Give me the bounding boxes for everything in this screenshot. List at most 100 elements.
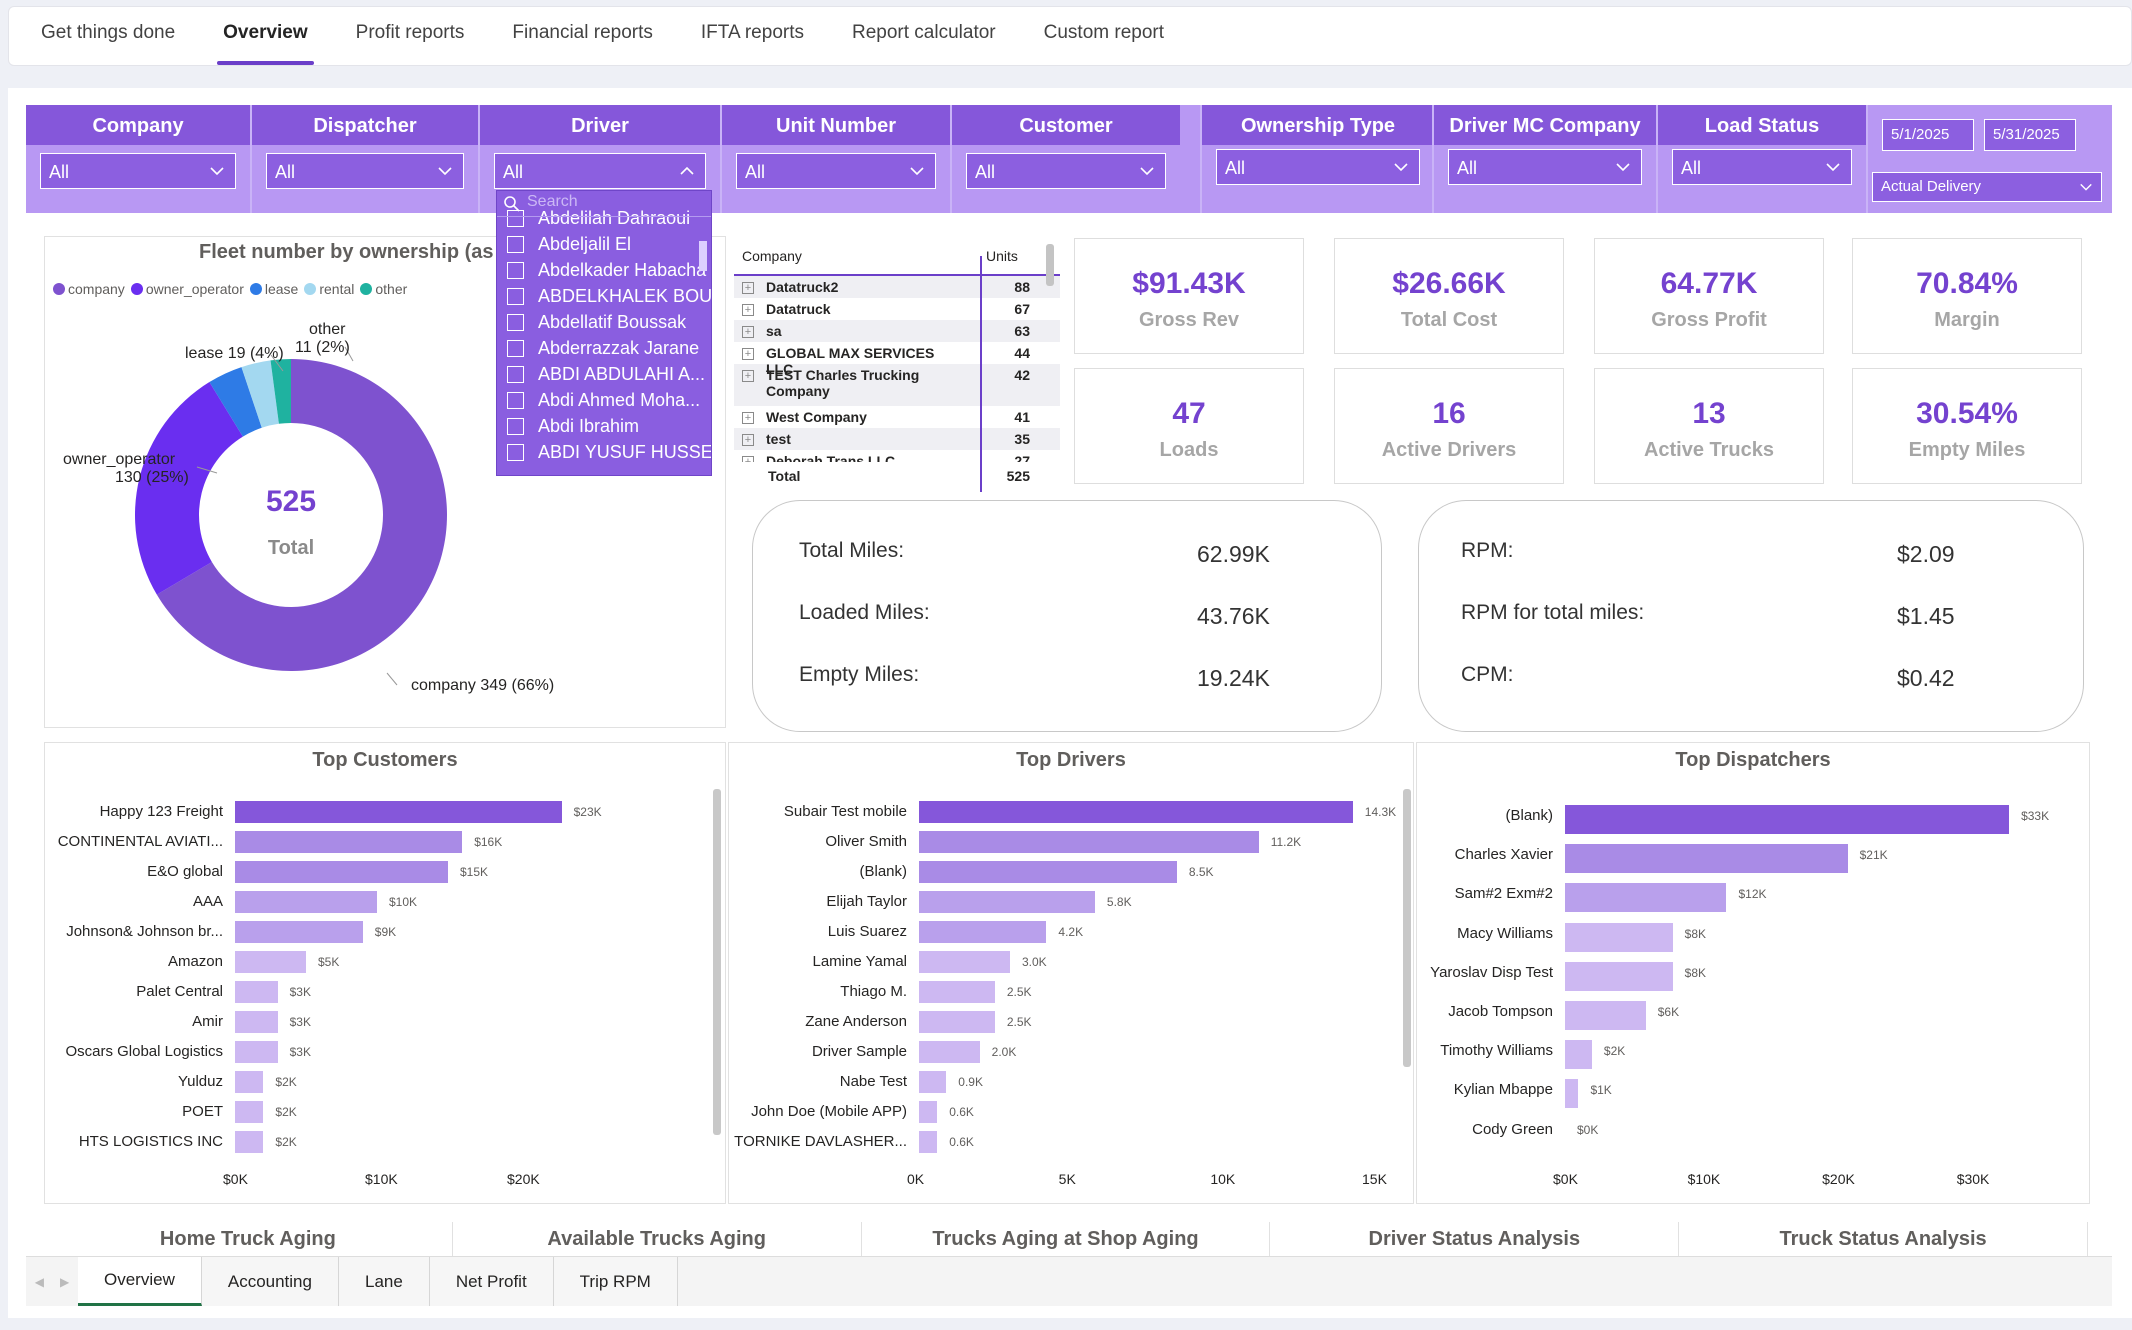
- date-type-select[interactable]: Actual Delivery: [1872, 172, 2102, 202]
- checkbox[interactable]: [507, 443, 524, 461]
- bar[interactable]: [919, 831, 1259, 853]
- bar[interactable]: [235, 861, 448, 883]
- bar[interactable]: [1565, 1001, 1646, 1030]
- bar[interactable]: [919, 891, 1095, 913]
- bar[interactable]: [919, 1101, 938, 1123]
- table-row[interactable]: + Datatruck2 88: [734, 276, 1060, 298]
- driver-option[interactable]: Abdelilah Dahraoui: [497, 205, 711, 231]
- table-row[interactable]: + West Company 41: [734, 406, 1060, 428]
- checkbox[interactable]: [507, 313, 524, 331]
- company-filter-select[interactable]: All: [40, 153, 236, 189]
- driver-option[interactable]: Abderrazzak Jarane: [497, 335, 711, 361]
- page-tab-net-profit[interactable]: Net Profit: [429, 1257, 554, 1306]
- table-scrollbar[interactable]: [1046, 244, 1054, 286]
- donut-slice-other[interactable]: [270, 359, 291, 424]
- ownership-filter-select[interactable]: All: [1216, 149, 1420, 185]
- status-filter-select[interactable]: All: [1672, 149, 1852, 185]
- checkbox[interactable]: [507, 391, 524, 409]
- donut-slice-lease[interactable]: [209, 367, 262, 437]
- customer-filter-select[interactable]: All: [966, 153, 1166, 189]
- page-tab-lane[interactable]: Lane: [338, 1257, 430, 1306]
- checkbox[interactable]: [507, 287, 524, 305]
- expand-plus-icon[interactable]: +: [742, 370, 754, 382]
- bar[interactable]: [1565, 961, 1673, 991]
- bar[interactable]: [1565, 1040, 1592, 1070]
- donut-slice-owner_operator[interactable]: [135, 382, 243, 595]
- bar[interactable]: [919, 801, 1353, 823]
- chevron-left-icon[interactable]: ◀: [34, 1274, 44, 1289]
- nav-tab-custom-report[interactable]: Custom report: [1043, 22, 1164, 43]
- table-row[interactable]: + TEST Charles Trucking Company 42: [734, 364, 1060, 406]
- bar[interactable]: [1565, 844, 1848, 874]
- bar[interactable]: [1565, 883, 1727, 913]
- legend-item-company[interactable]: company: [53, 281, 125, 297]
- donut-slice-rental[interactable]: [241, 360, 279, 428]
- driver-option[interactable]: Abdellatif Boussak: [497, 309, 711, 335]
- legend-item-lease[interactable]: lease: [249, 281, 298, 297]
- dropdown-scrollbar[interactable]: [699, 241, 707, 271]
- nav-tab-report-calculator[interactable]: Report calculator: [852, 22, 996, 43]
- dispatcher-filter-select[interactable]: All: [266, 153, 464, 189]
- driver-option[interactable]: Abdi Ibrahim: [497, 413, 711, 439]
- bar[interactable]: [235, 1011, 278, 1033]
- date-to-input[interactable]: 5/31/2025: [1984, 119, 2076, 151]
- expand-plus-icon[interactable]: +: [742, 304, 754, 316]
- driver-option[interactable]: Abdeljalil El: [497, 231, 711, 257]
- page-tab-accounting[interactable]: Accounting: [201, 1257, 339, 1306]
- bar[interactable]: [235, 921, 363, 943]
- bar[interactable]: [919, 1131, 938, 1153]
- page-tab-overview[interactable]: Overview: [78, 1257, 202, 1306]
- nav-tab-ifta-reports[interactable]: IFTA reports: [700, 22, 804, 43]
- donut-slice-company[interactable]: [156, 359, 447, 672]
- table-row[interactable]: + Deborah Trans LLC 27: [734, 450, 1060, 462]
- bar[interactable]: [235, 831, 463, 853]
- bar[interactable]: [235, 801, 562, 823]
- company-column-header[interactable]: Company: [742, 248, 802, 264]
- bar[interactable]: [1565, 922, 1673, 952]
- nav-tab-overview[interactable]: Overview: [217, 7, 314, 65]
- bar[interactable]: [235, 1131, 264, 1153]
- nav-tab-get-things-done[interactable]: Get things done: [41, 22, 176, 43]
- drivers-scrollbar[interactable]: [1403, 789, 1411, 1067]
- bar[interactable]: [919, 1071, 947, 1093]
- driver-option[interactable]: ABDI YUSUF HUSSEN: [497, 439, 711, 465]
- checkbox[interactable]: [507, 417, 524, 435]
- bar[interactable]: [235, 1041, 278, 1063]
- units-column-header[interactable]: Units: [986, 248, 1018, 264]
- table-row[interactable]: + test 35: [734, 428, 1060, 450]
- legend-item-owner_operator[interactable]: owner_operator: [130, 281, 244, 297]
- checkbox[interactable]: [507, 339, 524, 357]
- expand-plus-icon[interactable]: +: [742, 282, 754, 294]
- bar[interactable]: [919, 1041, 980, 1063]
- bar[interactable]: [235, 1071, 264, 1093]
- bar[interactable]: [235, 981, 278, 1003]
- mc-filter-select[interactable]: All: [1448, 149, 1642, 185]
- expand-plus-icon[interactable]: +: [742, 348, 754, 360]
- bar[interactable]: [919, 1011, 995, 1033]
- legend-item-rental[interactable]: rental: [304, 281, 354, 297]
- legend-item-other[interactable]: other: [360, 281, 407, 297]
- checkbox[interactable]: [507, 235, 524, 253]
- bar[interactable]: [919, 981, 995, 1003]
- driver-search-input[interactable]: Search: [497, 191, 711, 217]
- page-tab-trip-rpm[interactable]: Trip RPM: [553, 1257, 678, 1306]
- expand-plus-icon[interactable]: +: [742, 434, 754, 446]
- bar[interactable]: [235, 951, 306, 973]
- nav-tab-profit-reports[interactable]: Profit reports: [355, 22, 465, 43]
- bar[interactable]: [1565, 1079, 1579, 1109]
- bar[interactable]: [235, 891, 377, 913]
- chevron-right-icon[interactable]: ▶: [60, 1274, 70, 1289]
- unit-filter-select[interactable]: All: [736, 153, 936, 189]
- expand-plus-icon[interactable]: +: [742, 412, 754, 424]
- table-row[interactable]: + sa 63: [734, 320, 1060, 342]
- checkbox[interactable]: [507, 261, 524, 279]
- customers-scrollbar[interactable]: [713, 789, 721, 1135]
- table-row[interactable]: + GLOBAL MAX SERVICES LLC 44: [734, 342, 1060, 377]
- bar[interactable]: [919, 951, 1010, 973]
- expand-plus-icon[interactable]: +: [742, 456, 754, 462]
- checkbox[interactable]: [507, 209, 524, 227]
- driver-option[interactable]: ABDI ABDULAHI A...: [497, 361, 711, 387]
- nav-tab-financial-reports[interactable]: Financial reports: [512, 22, 653, 43]
- driver-option[interactable]: Abdelkader Habacha: [497, 257, 711, 283]
- table-row[interactable]: + Datatruck 67: [734, 298, 1060, 320]
